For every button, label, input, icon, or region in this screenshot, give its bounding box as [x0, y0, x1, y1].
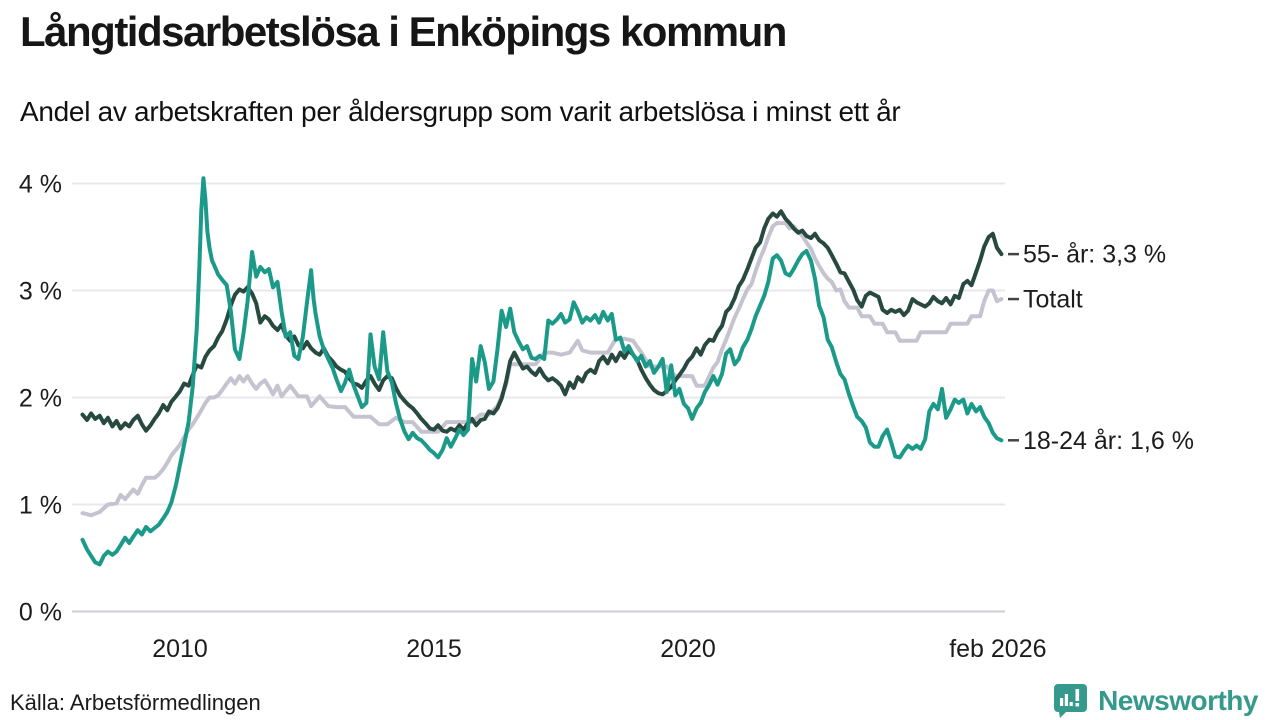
x-axis-tick-label: feb 2026 — [949, 635, 1046, 663]
source-note: Källa: Arbetsförmedlingen — [10, 690, 261, 715]
y-axis-tick-label: 4 % — [19, 171, 62, 199]
page-subtitle: Andel av arbetskraften per åldersgrupp s… — [20, 96, 901, 127]
x-axis-tick-label: 2015 — [406, 635, 462, 663]
y-axis-tick-label: 3 % — [19, 278, 62, 306]
series-end-label: 55- år: 3,3 % — [1023, 241, 1166, 269]
series-line-18-24r — [80, 176, 1004, 567]
series-line-Totalt — [80, 221, 1004, 518]
brand-logo: Newsworthy — [1052, 682, 1258, 719]
series-end-label: 18-24 år: 1,6 % — [1023, 427, 1194, 455]
series-end-label: Totalt — [1023, 286, 1083, 314]
page-title: Långtidsarbetslösa i Enköpings kommun — [20, 8, 787, 55]
brand-name: Newsworthy — [1098, 684, 1258, 716]
x-axis-tick-label: 2020 — [660, 635, 716, 663]
y-axis-tick-label: 2 % — [19, 385, 62, 413]
newsworthy-icon — [1054, 684, 1088, 718]
y-axis-tick-label: 1 % — [19, 492, 62, 520]
x-axis-tick-label: 2010 — [152, 635, 208, 663]
y-axis-tick-label: 0 % — [19, 599, 62, 627]
series-line-55-r — [80, 209, 1004, 434]
